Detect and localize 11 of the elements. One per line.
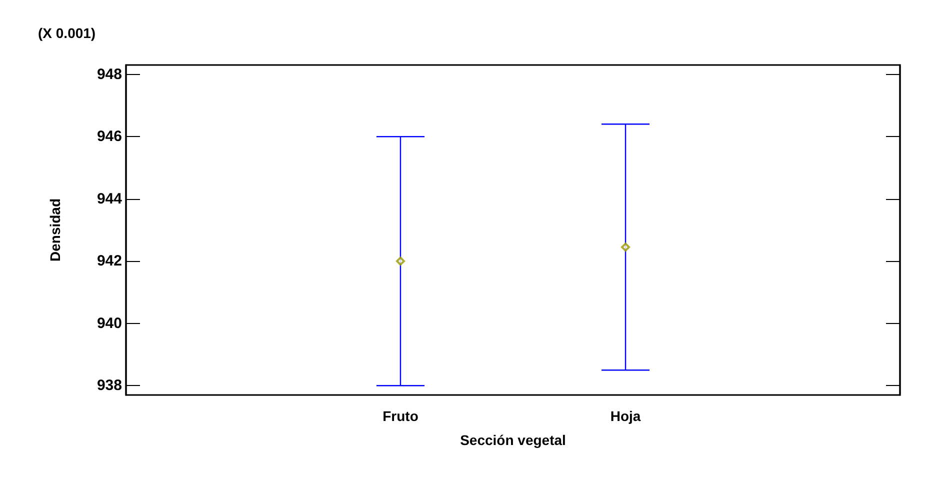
y-tick-label: 946 bbox=[96, 128, 122, 146]
y-axis-title: Densidad bbox=[47, 198, 63, 262]
y-tick-label: 944 bbox=[96, 190, 123, 208]
y-tick-label: 942 bbox=[96, 252, 122, 270]
x-tick-label: Hoja bbox=[610, 408, 641, 424]
x-axis-title: Sección vegetal bbox=[460, 432, 566, 448]
y-tick-label: 938 bbox=[96, 377, 122, 394]
y-tick-label: 948 bbox=[96, 66, 122, 83]
text: (X 0.001) bbox=[38, 25, 96, 41]
y-tick-label: 940 bbox=[96, 314, 122, 332]
x-tick-label: Fruto bbox=[382, 408, 418, 424]
